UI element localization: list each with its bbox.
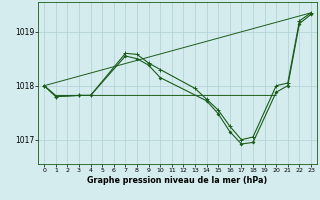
X-axis label: Graphe pression niveau de la mer (hPa): Graphe pression niveau de la mer (hPa) [87, 176, 268, 185]
